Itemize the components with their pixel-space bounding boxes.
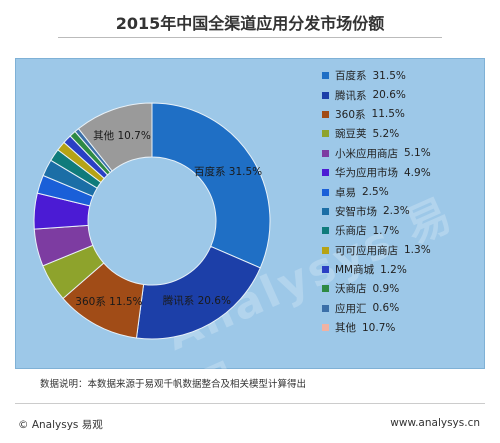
legend-label: 百度系 <box>335 70 367 83</box>
legend-value: 31.5% <box>372 69 406 82</box>
legend-item: 卓易 2.5% <box>322 182 482 201</box>
legend-value: 1.2% <box>380 263 407 276</box>
footer-copyright: © Analysys 易观 <box>18 419 103 431</box>
legend-swatch <box>322 72 329 80</box>
slice-data-label: 腾讯系 20.6% <box>163 294 231 307</box>
pie-slice-13 <box>77 102 153 172</box>
legend-label: 华为应用市场 <box>335 167 398 180</box>
chart-title: 2015年中国全渠道应用分发市场份额 <box>115 14 385 33</box>
footer-divider <box>15 403 485 404</box>
legend-item: 可可应用商店 1.3% <box>322 241 482 260</box>
legend-value: 2.5% <box>362 186 389 199</box>
legend-swatch <box>322 266 329 274</box>
legend-item: 华为应用市场 4.9% <box>322 163 482 182</box>
legend-label: 可可应用商店 <box>335 244 398 257</box>
legend-value: 5.1% <box>404 147 431 160</box>
legend-item: 乐商店 1.7% <box>322 221 482 240</box>
slice-data-label: 其他 10.7% <box>93 129 151 142</box>
legend-label: 豌豆荚 <box>335 128 367 141</box>
legend-value: 11.5% <box>371 108 405 121</box>
donut-chart: 百度系 31.5% 腾讯系 20.6% 360系 11.5% 其他 10.7% <box>33 102 271 340</box>
legend-label: MM商城 <box>335 264 375 277</box>
legend-item: 应用汇 0.6% <box>322 299 482 318</box>
legend-item: 其他 10.7% <box>322 318 482 337</box>
legend-label: 安智市场 <box>335 205 377 218</box>
legend-item: 安智市场 2.3% <box>322 202 482 221</box>
legend-swatch <box>322 304 329 312</box>
pie-slice-1 <box>135 245 261 340</box>
legend-value: 0.6% <box>372 302 400 315</box>
legend-label: 360系 <box>335 108 366 121</box>
legend-value: 4.9% <box>404 166 431 179</box>
legend-value: 1.7% <box>372 224 400 237</box>
legend-swatch <box>322 324 329 332</box>
legend-swatch <box>322 169 329 177</box>
legend-swatch <box>322 110 329 118</box>
legend-value: 2.3% <box>383 205 410 218</box>
legend-item: 沃商店 0.9% <box>322 279 482 298</box>
title-divider <box>58 37 442 38</box>
chart-legend: 百度系 31.5% 腾讯系 20.6% 360系 11.5% 豌豆荚 5.2% 小米应用商店 5.… <box>322 66 482 337</box>
legend-swatch <box>322 188 329 196</box>
legend-value: 20.6% <box>372 89 406 102</box>
legend-swatch <box>322 207 329 215</box>
source-note: 数据说明：本数据来源于易观千帆数据整合及相关模型计算得出 <box>40 379 307 390</box>
legend-item: MM商城 1.2% <box>322 260 482 279</box>
legend-label: 腾讯系 <box>335 89 367 102</box>
legend-swatch <box>322 130 329 138</box>
slice-data-label: 360系 11.5% <box>75 296 142 308</box>
legend-value: 10.7% <box>362 321 396 334</box>
legend-item: 百度系 31.5% <box>322 66 482 85</box>
legend-swatch <box>322 285 329 293</box>
legend-item: 腾讯系 20.6% <box>322 85 482 104</box>
legend-value: 0.9% <box>372 282 400 295</box>
legend-label: 乐商店 <box>335 225 367 238</box>
legend-label: 小米应用商店 <box>335 147 398 160</box>
legend-label: 沃商店 <box>335 283 367 296</box>
legend-item: 360系 11.5% <box>322 105 482 124</box>
legend-swatch <box>322 91 329 99</box>
legend-label: 卓易 <box>335 186 356 199</box>
footer-url: www.analysys.cn <box>390 417 480 429</box>
slice-data-label: 百度系 31.5% <box>194 165 262 178</box>
legend-item: 小米应用商店 5.1% <box>322 144 482 163</box>
legend-item: 豌豆荚 5.2% <box>322 124 482 143</box>
legend-value: 1.3% <box>404 244 431 257</box>
legend-swatch <box>322 227 329 235</box>
legend-value: 5.2% <box>372 127 400 140</box>
legend-swatch <box>322 149 329 157</box>
pie-slice-0 <box>151 102 271 269</box>
legend-label: 应用汇 <box>335 302 367 315</box>
legend-swatch <box>322 246 329 254</box>
legend-label: 其他 <box>335 322 356 335</box>
